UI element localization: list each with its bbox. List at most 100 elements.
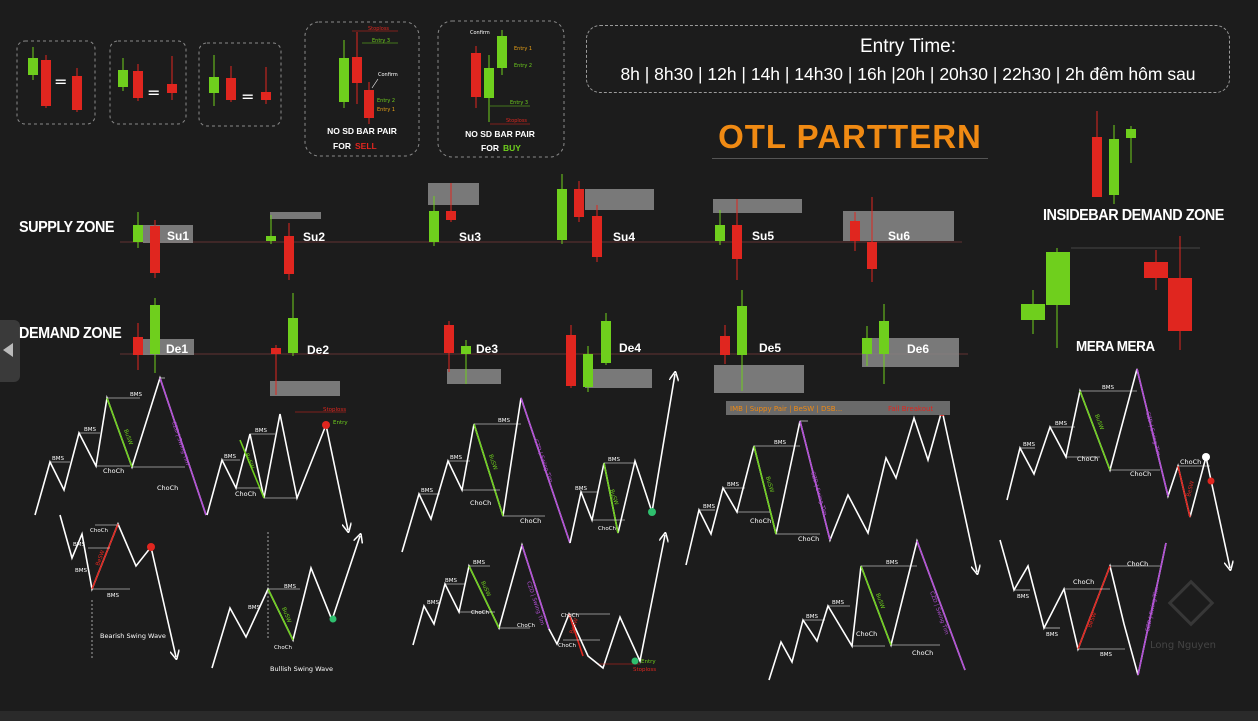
svg-text:ChoCh: ChoCh [517, 623, 536, 629]
buy-pair-for: FOR [481, 143, 499, 153]
svg-text:BuSW: BuSW [243, 453, 255, 471]
svg-text:BuSW: BuSW [122, 429, 133, 447]
svg-text:BuSW: BuSW [1093, 414, 1104, 432]
svg-text:CZD | Swing Tìm: CZD | Swing Tìm [532, 438, 554, 483]
svg-text:BMS: BMS [445, 578, 458, 584]
svg-text:BMS: BMS [498, 418, 511, 424]
sd-bar-pair-buy-box: Confirm Entry 1 Entry 2 Entry 3 Stoploss… [437, 20, 565, 158]
svg-text:CZD | Swing Tìm: CZD | Swing Tìm [1144, 411, 1162, 457]
candle-equality-box-1: = [16, 40, 96, 125]
de6-label: De6 [907, 342, 929, 356]
de1-label: De1 [166, 342, 188, 356]
svg-text:ChoCh: ChoCh [1073, 578, 1094, 586]
sell-entry1-label: Entry 1 [377, 107, 395, 113]
svg-text:BMS: BMS [1023, 442, 1036, 448]
de3-label: De3 [476, 342, 498, 356]
supply-zone-label: SUPPLY ZONE [19, 219, 115, 236]
svg-text:ChoCh: ChoCh [90, 528, 109, 534]
svg-text:BMS: BMS [224, 454, 237, 460]
supply-su1: Su1 [133, 212, 193, 278]
buy-entry1-label: Entry 1 [514, 46, 532, 52]
watermark-logo-icon [1167, 579, 1215, 627]
mera-mera-label: MERA MERA [1076, 338, 1155, 355]
svg-text:=: = [54, 72, 67, 91]
svg-text:BeSW: BeSW [569, 617, 580, 635]
svg-text:=: = [147, 83, 160, 102]
sd-bar-pair-sell-box: Stoploss Entry 3 Confirm Entry 2 Entry 1… [304, 21, 420, 157]
entry-time-list: 8h | 8h30 | 12h | 14h | 14h30 | 16h |20h… [620, 64, 1196, 84]
supply-su4: Su4 [557, 174, 654, 262]
buy-confirm-label: Confirm [470, 30, 490, 36]
demand-de5: De5 [714, 290, 804, 393]
svg-text:BuSW: BuSW [487, 454, 498, 472]
svg-text:BMS: BMS [1017, 594, 1030, 600]
svg-text:BMS: BMS [575, 486, 588, 492]
svg-text:ChoCh: ChoCh [157, 484, 178, 492]
de4-label: De4 [619, 341, 641, 355]
entry-time-box: Entry Time: 8h | 8h30 | 12h | 14h | 14h3… [586, 25, 1230, 93]
svg-text:BMS: BMS [130, 392, 143, 398]
svg-text:ChoCh: ChoCh [798, 535, 819, 543]
entry-dot-8 [1207, 477, 1215, 485]
demand-de4: De4 [566, 313, 652, 392]
buy-entry3-label: Entry 3 [510, 100, 528, 106]
svg-text:Stoploss: Stoploss [633, 667, 656, 673]
svg-text:CZD | Swing Tìm: CZD | Swing Tìm [928, 590, 950, 635]
svg-text:BMS: BMS [727, 482, 740, 488]
svg-text:BMS: BMS [806, 614, 819, 620]
svg-text:ChoCh: ChoCh [558, 643, 577, 649]
demand-de3: De3 [444, 321, 501, 384]
svg-text:CZD | Swing Tìm: CZD | Swing Tìm [170, 420, 191, 466]
candle-equality-box-2: = [109, 40, 187, 125]
imb-bar [726, 401, 950, 415]
svg-text:BMS: BMS [473, 560, 486, 566]
su3-label: Su3 [459, 230, 481, 244]
supply-su6: Su6 [843, 197, 954, 282]
sell-entry3-label: Entry 3 [372, 38, 390, 44]
level-lines [50, 377, 1210, 665]
svg-text:BMS: BMS [52, 456, 65, 462]
svg-text:=: = [241, 87, 254, 106]
svg-text:BeSW: BeSW [1087, 611, 1098, 629]
svg-text:ChoCh: ChoCh [912, 649, 933, 657]
svg-text:BMS: BMS [1100, 652, 1113, 658]
svg-text:BMS: BMS [832, 600, 845, 606]
svg-text:ChoCh: ChoCh [470, 499, 491, 507]
demand-zone-label: DEMAND ZONE [19, 325, 122, 342]
entry-dot-1 [322, 421, 330, 429]
svg-text:Entry: Entry [641, 659, 656, 665]
svg-text:Bullish Swing Wave: Bullish Swing Wave [270, 665, 333, 673]
entry-dot-3 [329, 615, 337, 623]
svg-text:ChoCh: ChoCh [520, 517, 541, 525]
svg-text:ChoCh: ChoCh [1077, 455, 1098, 463]
collapse-panel-tab[interactable] [0, 320, 20, 382]
demand-de2: De2 [270, 293, 340, 396]
entry-dot-2 [147, 543, 155, 551]
entry-time-title: Entry Time: [859, 36, 957, 57]
svg-text:ChoCh: ChoCh [1180, 458, 1201, 466]
svg-text:ChoCh: ChoCh [750, 517, 771, 525]
su4-label: Su4 [613, 230, 635, 244]
svg-text:BuSW: BuSW [874, 593, 885, 611]
su6-label: Su6 [888, 229, 910, 243]
svg-text:BMS: BMS [1055, 421, 1068, 427]
de5-label: De5 [759, 341, 781, 355]
svg-text:BeSW: BeSW [95, 549, 106, 567]
sell-pair-for: FOR [333, 141, 351, 151]
sell-stoploss-label: Stoploss [368, 26, 389, 32]
svg-text:BMS: BMS [886, 560, 899, 566]
svg-text:BuSW: BuSW [280, 607, 292, 625]
chevron-left-icon [3, 343, 13, 357]
svg-text:BMS: BMS [450, 455, 463, 461]
svg-text:BMS: BMS [248, 605, 261, 611]
insidebar-candles [1092, 111, 1136, 204]
svg-text:Stoploss: Stoploss [323, 407, 346, 413]
buy-pair-side: BUY [503, 143, 521, 153]
svg-text:BMS: BMS [107, 593, 120, 599]
svg-text:ChoCh: ChoCh [1130, 470, 1151, 478]
mera-mera-candles [1021, 236, 1200, 350]
insidebar-demand-zone-label: INSIDEBAR DEMAND ZONE [1043, 207, 1224, 224]
supply-su3: Su3 [428, 183, 481, 246]
svg-text:ChoCh: ChoCh [235, 490, 256, 498]
svg-text:ChoCh: ChoCh [1127, 560, 1148, 568]
